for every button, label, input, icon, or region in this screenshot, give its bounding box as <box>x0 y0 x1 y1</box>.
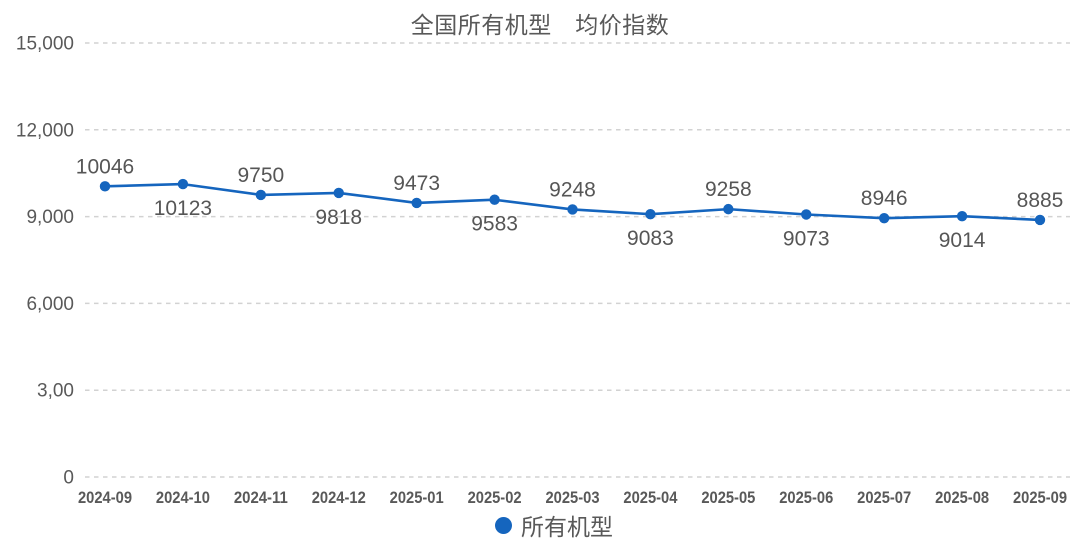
y-tick-label: 15,000 <box>16 34 74 55</box>
legend-item-all-models[interactable]: 所有机型 <box>495 508 613 542</box>
x-tick-label: 2025-06 <box>779 488 833 507</box>
x-tick-label: 2025-07 <box>857 488 911 507</box>
x-tick-label: 2025-08 <box>935 488 989 507</box>
chart-title: 全国所有机型 均价指数 <box>410 12 670 38</box>
data-point <box>177 178 189 190</box>
data-point-label: 9750 <box>237 164 284 187</box>
legend-marker-circle-icon <box>495 516 512 534</box>
x-tick-label: 2024-10 <box>156 488 210 507</box>
data-point-label: 10123 <box>154 197 212 220</box>
x-tick-label: 2025-09 <box>1013 488 1067 507</box>
data-point-label: 9583 <box>471 213 518 236</box>
data-point-label: 8946 <box>861 187 908 210</box>
x-tick-label: 2024-12 <box>312 488 366 507</box>
data-point <box>723 203 734 215</box>
legend: 所有机型 <box>14 508 1080 542</box>
y-tick-label: 9,000 <box>26 207 74 228</box>
data-point-label: 9473 <box>393 172 440 195</box>
x-tick-label: 2024-09 <box>78 488 132 507</box>
legend-label: 所有机型 <box>521 514 613 540</box>
data-point-label: 9818 <box>315 206 362 229</box>
x-tick-label: 2025-05 <box>701 488 755 507</box>
x-tick-label: 2025-01 <box>390 488 444 507</box>
data-point-label: 9014 <box>939 229 986 252</box>
data-point-label: 9083 <box>627 227 674 250</box>
data-point-label: 9073 <box>783 227 830 250</box>
y-tick-label: 12,000 <box>16 120 74 141</box>
data-point <box>645 208 656 220</box>
data-point <box>956 210 968 222</box>
data-point <box>878 212 890 224</box>
x-tick-label: 2025-02 <box>468 488 522 507</box>
data-point <box>1034 214 1046 226</box>
data-point <box>411 197 422 209</box>
x-tick-label: 2024-11 <box>234 488 288 507</box>
y-tick-label: 6,000 <box>26 294 74 315</box>
x-tick-label: 2025-04 <box>623 488 677 507</box>
y-tick-label: 0 <box>63 468 74 489</box>
data-point <box>333 187 344 199</box>
data-point-label: 9258 <box>705 178 752 201</box>
data-point <box>489 194 500 205</box>
data-point-label: 8885 <box>1017 189 1064 212</box>
x-tick-label: 2025-03 <box>546 488 600 507</box>
data-point <box>255 189 267 201</box>
y-tick-label: 3,00 <box>37 381 74 402</box>
data-point <box>567 204 578 215</box>
data-point-label: 9248 <box>549 178 596 201</box>
data-point-label: 10046 <box>76 155 134 178</box>
data-point <box>99 181 111 192</box>
data-point <box>801 209 812 220</box>
